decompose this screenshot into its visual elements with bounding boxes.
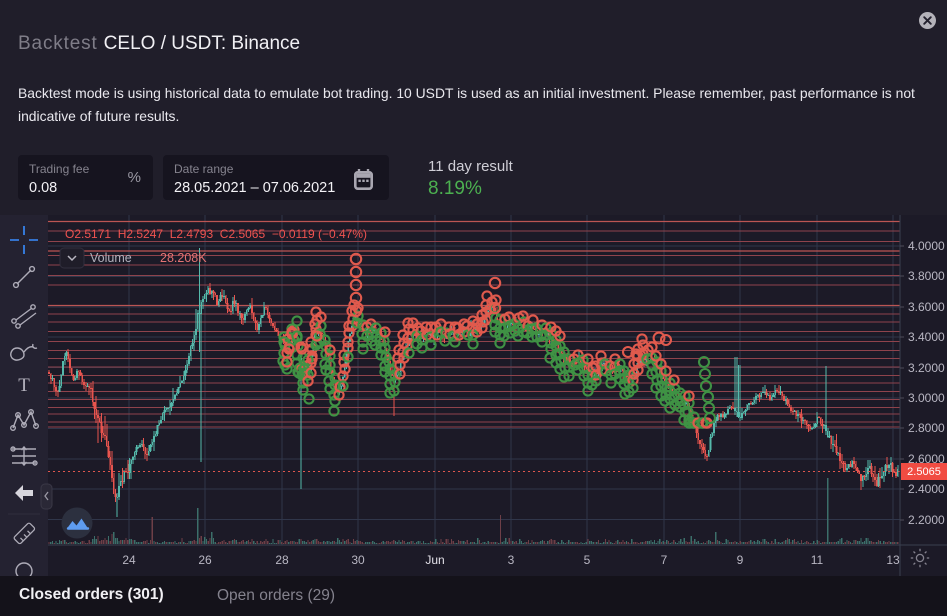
svg-text:2.6000: 2.6000 [908,452,945,466]
svg-text:5: 5 [584,553,591,567]
svg-text:2.8000: 2.8000 [908,421,945,435]
svg-text:9: 9 [737,553,744,567]
svg-text:30: 30 [351,553,365,567]
svg-text:26: 26 [198,553,212,567]
svg-text:Jun: Jun [425,553,444,567]
svg-text:2.4000: 2.4000 [908,482,945,496]
svg-text:3.0000: 3.0000 [908,391,945,405]
svg-text:7: 7 [661,553,668,567]
svg-text:3.8000: 3.8000 [908,269,945,283]
svg-text:2.2000: 2.2000 [908,513,945,527]
svg-text:3.6000: 3.6000 [908,300,945,314]
svg-text:28.208K: 28.208K [160,251,207,265]
svg-text:3.4000: 3.4000 [908,330,945,344]
svg-text:4.0000: 4.0000 [908,239,945,253]
svg-text:3: 3 [508,553,515,567]
svg-text:3.2000: 3.2000 [908,361,945,375]
svg-text:O2.5171 H2.5247 L2.4793 C2.: O2.5171 H2.5247 L2.4793 C2.5065 −0.0119 … [65,227,367,241]
svg-text:28: 28 [275,553,289,567]
svg-text:Volume: Volume [90,251,132,265]
svg-text:24: 24 [122,553,136,567]
svg-text:13: 13 [886,553,900,567]
svg-text:11: 11 [811,553,824,567]
svg-text:2.5065: 2.5065 [907,466,941,478]
svg-text:T: T [18,375,30,396]
